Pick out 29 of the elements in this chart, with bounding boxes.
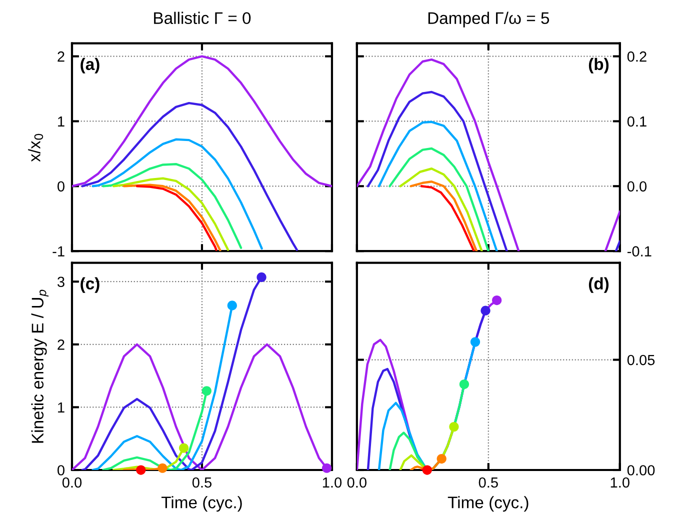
y-tick-label: 1 bbox=[58, 116, 64, 127]
annotation: (c) bbox=[80, 277, 100, 293]
x-tick-label: 0.0 bbox=[347, 477, 366, 488]
y-tick-label: 0.1 bbox=[627, 116, 646, 127]
y-tick-label: 0 bbox=[58, 465, 64, 476]
y-tick-label: 0 bbox=[58, 181, 64, 192]
annotation: (d) bbox=[588, 277, 609, 293]
y-tick-label: 2 bbox=[58, 340, 64, 350]
x-tick-label: 1.0 bbox=[610, 477, 630, 488]
y-tick-label: 0.0 bbox=[627, 181, 647, 192]
y-tick-label: 0.00 bbox=[627, 465, 655, 476]
annotation: (b) bbox=[588, 58, 609, 74]
x-tick-label: 0.5 bbox=[478, 477, 498, 488]
y-tick-label: 0.2 bbox=[627, 51, 646, 62]
y-tick-label: 0.05 bbox=[627, 354, 655, 366]
x-axis-title: Time (cyc.) bbox=[161, 496, 242, 512]
x-tick-label: 1.0 bbox=[322, 477, 342, 488]
y-axis-title: Kinetic energy E / U$_{p}$ bbox=[31, 290, 49, 443]
y-tick-label: -1 bbox=[52, 246, 64, 256]
x-tick-label: 0.5 bbox=[192, 477, 212, 488]
y-tick-label: 3 bbox=[57, 276, 64, 288]
chart-title: Ballistic Γ = 0 bbox=[154, 12, 251, 24]
chart-title: Damped Γ/ω = 5 bbox=[428, 12, 550, 28]
annotation: (a) bbox=[80, 58, 100, 74]
y-tick-label: 2 bbox=[58, 51, 64, 62]
y-axis-title: x/x$_{0}$ bbox=[28, 134, 44, 162]
y-tick-label: 1 bbox=[58, 402, 64, 412]
y-tick-label: -0.1 bbox=[627, 246, 652, 257]
x-axis-title: Time (cyc.) bbox=[448, 496, 528, 512]
